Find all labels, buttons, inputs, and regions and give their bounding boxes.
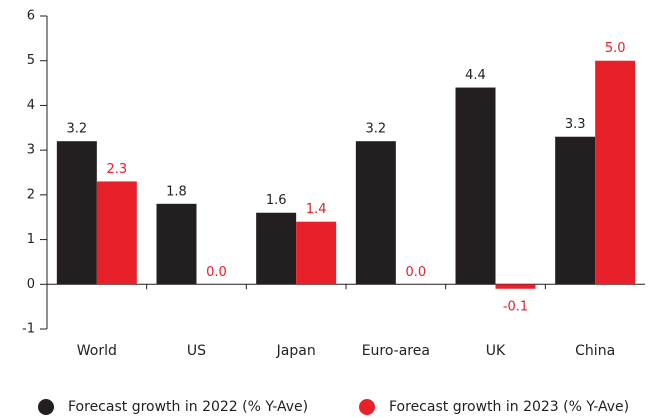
y-tick-label: -1	[22, 322, 35, 337]
x-tick-label: UK	[486, 343, 506, 359]
legend-label: Forecast growth in 2022 (% Y-Ave)	[68, 399, 308, 415]
x-tick-label: Japan	[276, 343, 316, 359]
legend-label: Forecast growth in 2023 (% Y-Ave)	[389, 399, 629, 415]
y-tick-label: 3	[27, 143, 35, 158]
value-label: 3.2	[365, 122, 386, 137]
value-label: 1.8	[166, 184, 187, 199]
x-tick-label: US	[187, 343, 206, 359]
y-tick-label: 4	[27, 98, 35, 113]
x-tick-label: World	[77, 343, 117, 359]
y-tick-label: 1	[27, 232, 35, 247]
bar	[296, 221, 337, 285]
value-label: 1.6	[266, 193, 287, 208]
value-label: 0.0	[206, 265, 227, 280]
x-tick-label: China	[575, 343, 615, 359]
x-tick-label: Euro-area	[362, 343, 430, 359]
value-label: 2.3	[106, 162, 127, 177]
bar	[355, 141, 396, 285]
bar	[595, 60, 636, 285]
value-label: 1.4	[306, 202, 327, 217]
bar	[495, 284, 536, 289]
bar	[256, 212, 297, 285]
y-tick-label: 0	[27, 277, 35, 292]
value-label: 3.3	[565, 117, 586, 132]
legend-marker	[38, 399, 54, 415]
legend-marker	[359, 399, 375, 415]
bar	[555, 136, 596, 285]
bar	[96, 181, 137, 285]
bar	[455, 87, 496, 285]
y-tick-label: 5	[27, 53, 35, 68]
value-label: 4.4	[465, 68, 486, 83]
bar	[56, 141, 97, 285]
value-label: 3.2	[66, 122, 87, 137]
y-tick-label: 6	[27, 9, 35, 24]
value-label: 5.0	[605, 41, 626, 56]
y-tick-label: 2	[27, 187, 35, 202]
value-label: 0.0	[405, 265, 426, 280]
bar	[156, 203, 197, 285]
value-label: -0.1	[503, 299, 528, 314]
